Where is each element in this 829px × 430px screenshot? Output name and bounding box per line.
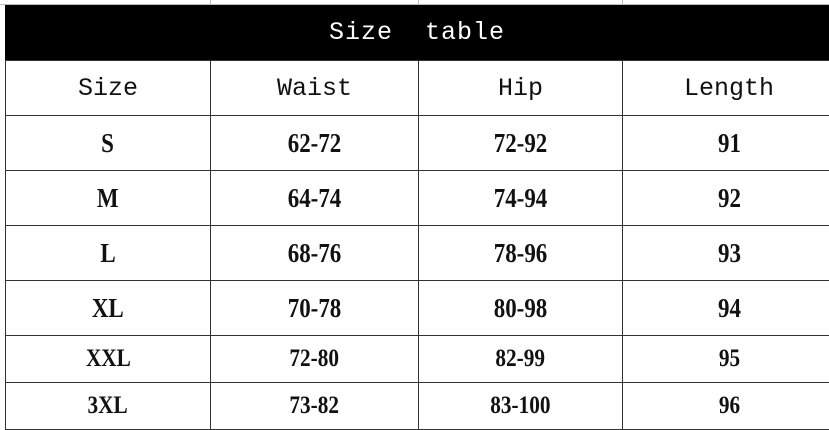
table-row: 3XL 73-82 83-100 96 [5,382,829,430]
hip-cell: 72-92 [418,115,623,171]
hip-cell: 83-100 [418,382,623,430]
size-cell: XXL [5,335,211,383]
length-cell: 92 [622,170,829,226]
size-cell: S [5,115,211,171]
header-size: Size [5,60,211,116]
table-title: Size table [5,5,829,60]
length-cell: 91 [622,115,829,171]
waist-cell: 68-76 [210,225,419,281]
hip-cell: 82-99 [418,335,623,383]
waist-cell: 62-72 [210,115,419,171]
header-length: Length [622,60,829,116]
top-edge-strip [0,0,829,5]
hip-cell: 78-96 [418,225,623,281]
table-row: M 64-74 74-94 92 [5,170,829,226]
waist-cell: 70-78 [210,280,419,336]
header-waist: Waist [210,60,419,116]
table-row: S 62-72 72-92 91 [5,115,829,171]
waist-cell: 72-80 [210,335,419,383]
length-cell: 95 [622,335,829,383]
size-table: Size Waist Hip Length S 62-72 72-92 91 M… [5,60,829,430]
header-hip: Hip [418,60,623,116]
table-row: XXL 72-80 82-99 95 [5,335,829,383]
size-cell: 3XL [5,382,211,430]
hip-cell: 80-98 [418,280,623,336]
hip-cell: 74-94 [418,170,623,226]
size-cell: L [5,225,211,281]
table-row: L 68-76 78-96 93 [5,225,829,281]
length-cell: 93 [622,225,829,281]
waist-cell: 64-74 [210,170,419,226]
length-cell: 96 [622,382,829,430]
size-cell: M [5,170,211,226]
waist-cell: 73-82 [210,382,419,430]
header-row: Size Waist Hip Length [5,60,829,116]
table-row: XL 70-78 80-98 94 [5,280,829,336]
length-cell: 94 [622,280,829,336]
size-cell: XL [5,280,211,336]
